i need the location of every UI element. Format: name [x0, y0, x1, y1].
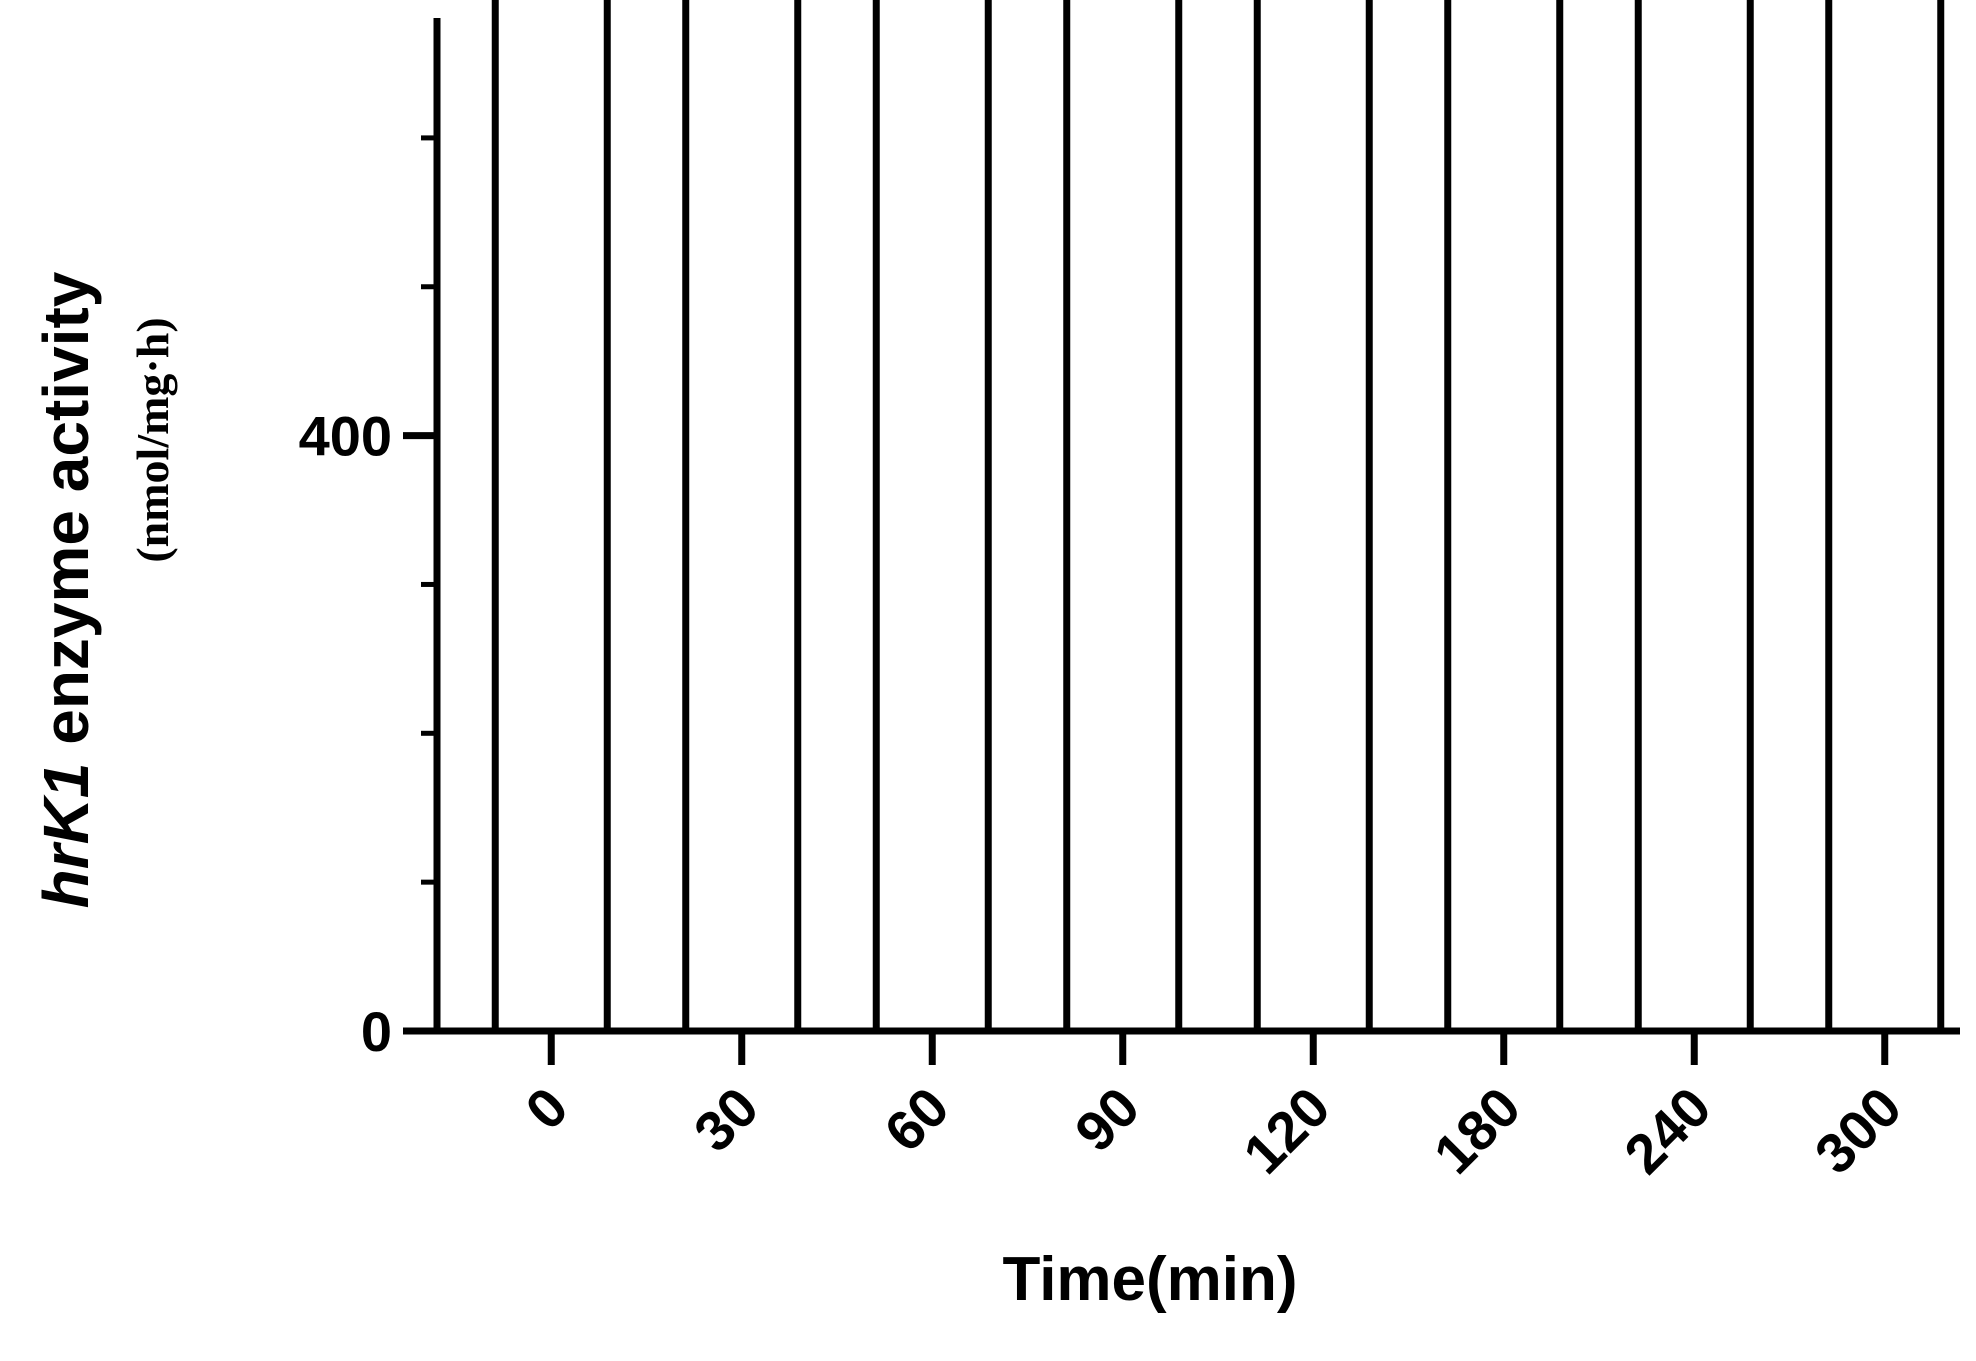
bar-180 [1444, 0, 1564, 1035]
x-tick-label-group: 180 [1422, 1075, 1533, 1186]
bar-120 [1253, 0, 1373, 1035]
y-tick-label: 0 [361, 1000, 392, 1063]
y-axis-unit: (nmol/mg·h) [127, 317, 178, 562]
bar-240 [1634, 0, 1754, 1035]
x-tick-label-group: 300 [1803, 1075, 1914, 1186]
y-axis-title-rest: enzyme activity [30, 271, 102, 762]
x-tick-label: 300 [1803, 1075, 1914, 1186]
x-tick-label: 0 [513, 1075, 580, 1142]
bar-0 [491, 0, 611, 1035]
y-tick-label: 400 [299, 405, 392, 468]
x-tick-label-group: 240 [1612, 1075, 1723, 1186]
x-tick-label-group: 60 [872, 1075, 961, 1164]
bar-30 [682, 0, 802, 1035]
x-tick-label-group: 30 [682, 1075, 771, 1164]
y-axis-title: hrK1 enzyme activity [30, 271, 102, 908]
y-axis-unit-group: (nmol/mg·h) [127, 317, 178, 562]
x-tick-label-group: 120 [1231, 1075, 1342, 1186]
y-axis-title-group: hrK1 enzyme activity [30, 271, 102, 908]
x-tick-label: 120 [1231, 1075, 1342, 1186]
x-tick-label-group: 0 [513, 1075, 580, 1142]
bar-90 [1063, 0, 1183, 1035]
bar-300 [1825, 0, 1945, 1035]
bar-60 [872, 0, 992, 1035]
y-axis-title-gene: hrK1 [30, 763, 102, 909]
x-tick-label: 90 [1063, 1075, 1152, 1164]
x-axis-title: Time(min) [1002, 1245, 1297, 1314]
x-tick-label-group: 90 [1063, 1075, 1152, 1164]
x-tick-label: 30 [682, 1075, 771, 1164]
x-tick-label: 60 [872, 1075, 961, 1164]
x-tick-label: 180 [1422, 1075, 1533, 1186]
x-tick-label: 240 [1612, 1075, 1723, 1186]
